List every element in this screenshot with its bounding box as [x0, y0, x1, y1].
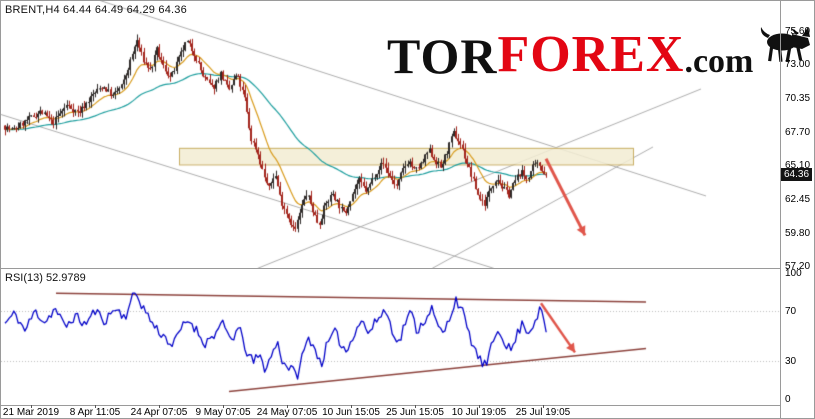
price-tick-label: 73.00: [785, 59, 811, 71]
panel-separator: [1, 268, 780, 269]
price-tick-label: 75.60: [785, 26, 811, 37]
price-tick-label: 67.70: [785, 126, 811, 138]
price-tick-label: 57.20: [785, 260, 811, 272]
time-tick-mark: [95, 405, 96, 408]
logo-text-forex: FOREX: [497, 26, 685, 83]
time-tick-mark: [351, 405, 352, 408]
time-tick-label: 10 Jun 15:05: [322, 407, 380, 418]
logo-text-tor: TOR: [387, 28, 498, 84]
time-axis: 21 Mar 2019 8 Apr 11:05 24 Apr 07:05 9 May …: [1, 405, 780, 418]
time-tick-mark: [31, 405, 32, 408]
time-tick-mark: [287, 405, 288, 408]
time-tick-mark: [479, 405, 480, 408]
price-tick-label: 62.45: [785, 193, 811, 205]
price-axis: 75.60 73.00 70.35 67.70 65.10 62.45 59.80 57.20…: [781, 1, 814, 418]
price-tick-label: 65.10: [785, 160, 811, 172]
price-axis-divider: [780, 1, 781, 418]
logo-text-com: .com: [684, 43, 754, 80]
time-tick-label: 25 Jul 19:05: [515, 407, 571, 418]
time-tick-label: 21 Mar 2019: [2, 407, 60, 418]
logo: TOR FOREX .com: [387, 26, 814, 84]
time-tick-mark: [415, 405, 416, 408]
time-tick-label: 24 May 07:05: [256, 407, 318, 418]
time-tick-label: 9 May 07:05: [195, 407, 251, 418]
time-tick-mark: [159, 405, 160, 408]
time-tick-label: 24 Apr 07:05: [130, 407, 188, 418]
rsi-indicator-canvas[interactable]: [1, 269, 780, 405]
bull-icon: [761, 27, 811, 63]
rsi-tick-label: 30: [785, 356, 797, 368]
time-tick-mark: [223, 405, 224, 408]
rsi-tick-label: 70: [785, 305, 797, 317]
time-tick-label: 25 Jun 15:05: [386, 407, 444, 418]
symbol-ohlc-label: BRENT,H4 64.44 64.49 64.29 64.36: [5, 4, 187, 16]
rsi-tick-label: 100: [785, 268, 802, 279]
rsi-tick-label: 0: [785, 394, 791, 405]
time-axis-separator: [1, 405, 780, 406]
price-chart-canvas[interactable]: [1, 1, 780, 268]
time-tick-mark: [543, 405, 544, 408]
rsi-indicator-label: RSI(13) 52.9789: [5, 272, 86, 284]
price-tick-label: 59.80: [785, 227, 811, 239]
time-tick-label: 10 Jul 19:05: [451, 407, 507, 418]
time-tick-label: 8 Apr 11:05: [69, 407, 121, 418]
current-price-badge: 64.36: [781, 167, 813, 181]
price-tick-label: 70.35: [785, 93, 811, 105]
